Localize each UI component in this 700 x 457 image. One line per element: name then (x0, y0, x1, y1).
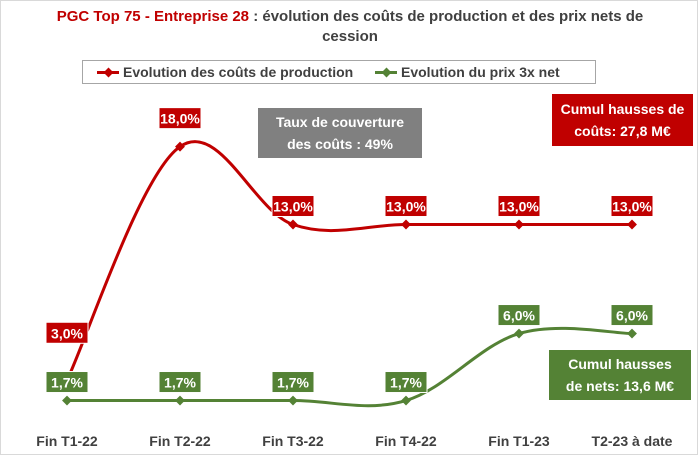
costs-callout: Cumul hausses de coûts: 27,8 M€ (552, 94, 693, 146)
data-point-marker-0 (627, 219, 637, 230)
data-point-marker-1 (62, 395, 72, 406)
data-point-marker-0 (288, 219, 298, 230)
nets-callout-line-2: de nets: 13,6 M€ (565, 378, 675, 394)
x-tick-label: Fin T1-22 (36, 433, 98, 449)
data-label-1: 1,7% (390, 375, 422, 391)
legend-label-nets: Evolution du prix 3x net (401, 64, 560, 80)
data-label-0: 3,0% (51, 325, 83, 341)
series-line-1 (65, 326, 634, 408)
data-label-box-1 (45, 371, 89, 394)
data-label-box-0 (497, 195, 541, 218)
data-point-marker-1 (401, 395, 411, 406)
chart-title-rest: : évolution des coûts de production et d… (249, 8, 644, 45)
data-point-marker-1 (288, 395, 298, 406)
legend-swatch-nets (375, 71, 397, 74)
data-label-box-1 (271, 371, 315, 394)
costs-callout-line-2: coûts: 27,8 M€ (574, 123, 671, 139)
data-point-marker-1 (627, 328, 637, 339)
x-tick-label: Fin T1-23 (488, 433, 550, 449)
x-tick-label: Fin T3-22 (262, 433, 324, 449)
data-label-1: 1,7% (164, 375, 196, 391)
nets-callout-line-1: Cumul hausses (568, 356, 672, 372)
data-label-0: 18,0% (160, 111, 200, 127)
series-line-0 (65, 140, 634, 382)
data-label-0: 13,0% (612, 199, 652, 215)
data-label-box-1 (384, 371, 428, 394)
chart-title: PGC Top 75 - Entreprise 28 : évolution d… (40, 7, 660, 47)
data-label-box-1 (497, 304, 541, 327)
x-tick-label: Fin T4-22 (375, 433, 437, 449)
data-point-marker-0 (401, 219, 411, 230)
costs-callout-line-1: Cumul hausses de (560, 101, 685, 117)
data-label-box-0 (158, 107, 202, 130)
data-label-1: 6,0% (503, 308, 535, 324)
legend: Evolution des coûts de production Evolut… (82, 60, 596, 84)
data-point-marker-1 (514, 328, 524, 339)
data-label-box-0 (384, 195, 428, 218)
x-tick-label: Fin T2-22 (149, 433, 211, 449)
data-label-0: 13,0% (499, 199, 539, 215)
nets-callout: Cumul hausses de nets: 13,6 M€ (549, 350, 691, 400)
coverage-callout-line-2: des coûts : 49% (287, 136, 393, 152)
data-label-1: 1,7% (277, 375, 309, 391)
x-tick-label: T2-23 à date (592, 433, 673, 449)
coverage-callout: Taux de couverture des coûts : 49% (258, 108, 422, 158)
data-point-marker-1 (175, 395, 185, 406)
coverage-callout-line-1: Taux de couverture (275, 114, 405, 130)
legend-label-costs: Evolution des coûts de production (123, 64, 354, 80)
data-label-0: 13,0% (273, 199, 313, 215)
data-label-box-0 (610, 195, 654, 218)
data-point-marker-0 (175, 141, 185, 152)
data-label-1: 6,0% (616, 308, 648, 324)
data-label-1: 1,7% (51, 375, 83, 391)
chart-title-accent: PGC Top 75 - Entreprise 28 (56, 8, 250, 25)
legend-swatch-costs (97, 71, 119, 74)
data-label-0: 13,0% (386, 199, 426, 215)
data-label-box-0 (271, 195, 315, 218)
data-point-marker-0 (514, 219, 524, 230)
data-label-box-1 (158, 371, 202, 394)
data-label-box-1 (610, 304, 654, 327)
data-label-box-0 (45, 321, 89, 344)
